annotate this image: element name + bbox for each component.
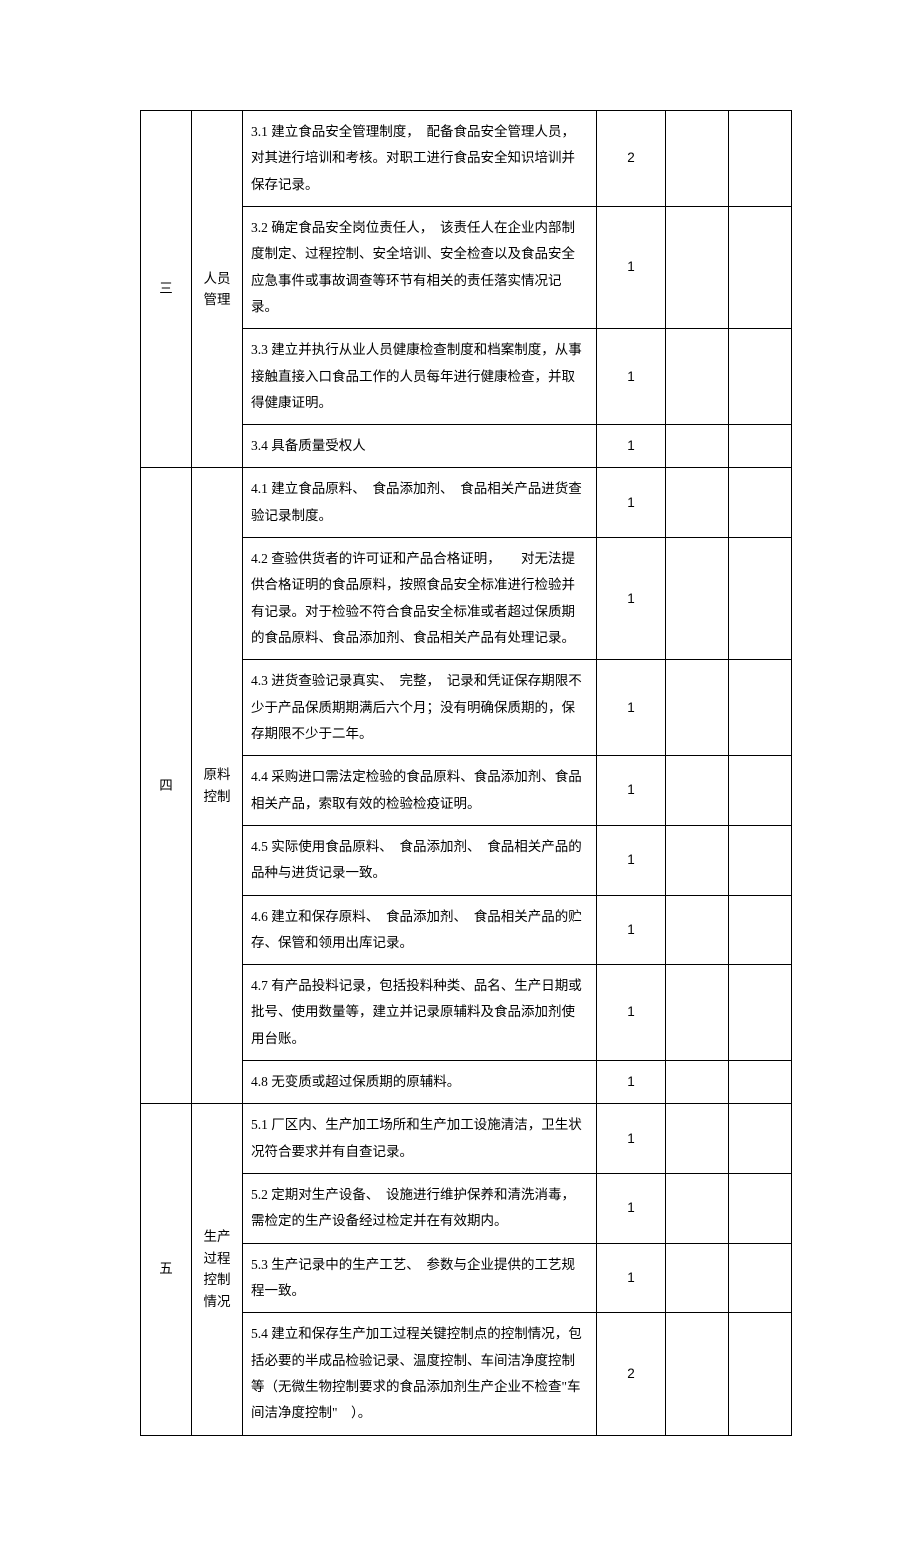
blank-cell <box>666 1243 729 1313</box>
item-description: 4.1 建立食品原料、 食品添加剂、 食品相关产品进货查验记录制度。 <box>243 468 597 538</box>
blank-cell <box>729 206 792 328</box>
blank-cell <box>666 1104 729 1174</box>
item-score: 1 <box>597 660 666 756</box>
blank-cell <box>729 756 792 826</box>
item-description: 4.4 采购进口需法定检验的食品原料、食品添加剂、食品相关产品，索取有效的检验检… <box>243 756 597 826</box>
inspection-table: 三 人员管理 3.1 建立食品安全管理制度， 配备食品安全管理人员，对其进行培训… <box>140 110 792 1436</box>
blank-cell <box>666 468 729 538</box>
blank-cell <box>666 756 729 826</box>
blank-cell <box>729 660 792 756</box>
blank-cell <box>729 825 792 895</box>
section-category: 生产过程控制情况 <box>192 1104 243 1435</box>
item-description: 4.5 实际使用食品原料、 食品添加剂、 食品相关产品的品种与进货记录一致。 <box>243 825 597 895</box>
section-category: 人员管理 <box>192 111 243 468</box>
blank-cell <box>666 825 729 895</box>
item-description: 4.3 进货查验记录真实、 完整， 记录和凭证保存期限不少于产品保质期期满后六个… <box>243 660 597 756</box>
item-description: 4.8 无变质或超过保质期的原辅料。 <box>243 1061 597 1104</box>
table-row: 五 生产过程控制情况 5.1 厂区内、生产加工场所和生产加工设施清洁，卫生状况符… <box>141 1104 792 1174</box>
item-description: 4.2 查验供货者的许可证和产品合格证明， 对无法提供合格证明的食品原料，按照食… <box>243 538 597 660</box>
item-description: 3.2 确定食品安全岗位责任人， 该责任人在企业内部制度制定、过程控制、安全培训… <box>243 206 597 328</box>
blank-cell <box>666 965 729 1061</box>
blank-cell <box>729 111 792 207</box>
item-description: 5.4 建立和保存生产加工过程关键控制点的控制情况，包括必要的半成品检验记录、温… <box>243 1313 597 1435</box>
section-number: 四 <box>141 468 192 1104</box>
blank-cell <box>666 111 729 207</box>
section-number: 五 <box>141 1104 192 1435</box>
item-score: 1 <box>597 1061 666 1104</box>
item-score: 1 <box>597 425 666 468</box>
item-score: 1 <box>597 895 666 965</box>
blank-cell <box>729 1174 792 1244</box>
item-score: 1 <box>597 206 666 328</box>
item-score: 2 <box>597 111 666 207</box>
item-description: 4.7 有产品投料记录，包括投料种类、品名、生产日期或批号、使用数量等，建立并记… <box>243 965 597 1061</box>
blank-cell <box>729 965 792 1061</box>
item-description: 5.1 厂区内、生产加工场所和生产加工设施清洁，卫生状况符合要求并有自查记录。 <box>243 1104 597 1174</box>
blank-cell <box>666 660 729 756</box>
item-score: 1 <box>597 329 666 425</box>
document-page: 三 人员管理 3.1 建立食品安全管理制度， 配备食品安全管理人员，对其进行培训… <box>0 0 920 1546</box>
blank-cell <box>666 206 729 328</box>
table-row: 三 人员管理 3.1 建立食品安全管理制度， 配备食品安全管理人员，对其进行培训… <box>141 111 792 207</box>
blank-cell <box>666 425 729 468</box>
item-score: 1 <box>597 965 666 1061</box>
blank-cell <box>666 329 729 425</box>
item-score: 1 <box>597 756 666 826</box>
item-score: 1 <box>597 1174 666 1244</box>
blank-cell <box>729 329 792 425</box>
item-description: 4.6 建立和保存原料、 食品添加剂、 食品相关产品的贮存、保管和领用出库记录。 <box>243 895 597 965</box>
item-description: 3.1 建立食品安全管理制度， 配备食品安全管理人员，对其进行培训和考核。对职工… <box>243 111 597 207</box>
blank-cell <box>729 538 792 660</box>
blank-cell <box>666 1174 729 1244</box>
blank-cell <box>729 1243 792 1313</box>
item-description: 5.2 定期对生产设备、 设施进行维护保养和清洗消毒，需检定的生产设备经过检定并… <box>243 1174 597 1244</box>
blank-cell <box>666 1061 729 1104</box>
item-description: 3.4 具备质量受权人 <box>243 425 597 468</box>
blank-cell <box>666 1313 729 1435</box>
item-score: 2 <box>597 1313 666 1435</box>
item-score: 1 <box>597 825 666 895</box>
blank-cell <box>729 1104 792 1174</box>
section-number: 三 <box>141 111 192 468</box>
blank-cell <box>729 1313 792 1435</box>
blank-cell <box>666 895 729 965</box>
item-score: 1 <box>597 1104 666 1174</box>
blank-cell <box>729 1061 792 1104</box>
item-score: 1 <box>597 538 666 660</box>
table-row: 四 原料控制 4.1 建立食品原料、 食品添加剂、 食品相关产品进货查验记录制度… <box>141 468 792 538</box>
blank-cell <box>729 895 792 965</box>
item-description: 5.3 生产记录中的生产工艺、 参数与企业提供的工艺规程一致。 <box>243 1243 597 1313</box>
blank-cell <box>729 425 792 468</box>
section-category: 原料控制 <box>192 468 243 1104</box>
item-score: 1 <box>597 1243 666 1313</box>
blank-cell <box>666 538 729 660</box>
item-score: 1 <box>597 468 666 538</box>
item-description: 3.3 建立并执行从业人员健康检查制度和档案制度，从事接触直接入口食品工作的人员… <box>243 329 597 425</box>
blank-cell <box>729 468 792 538</box>
